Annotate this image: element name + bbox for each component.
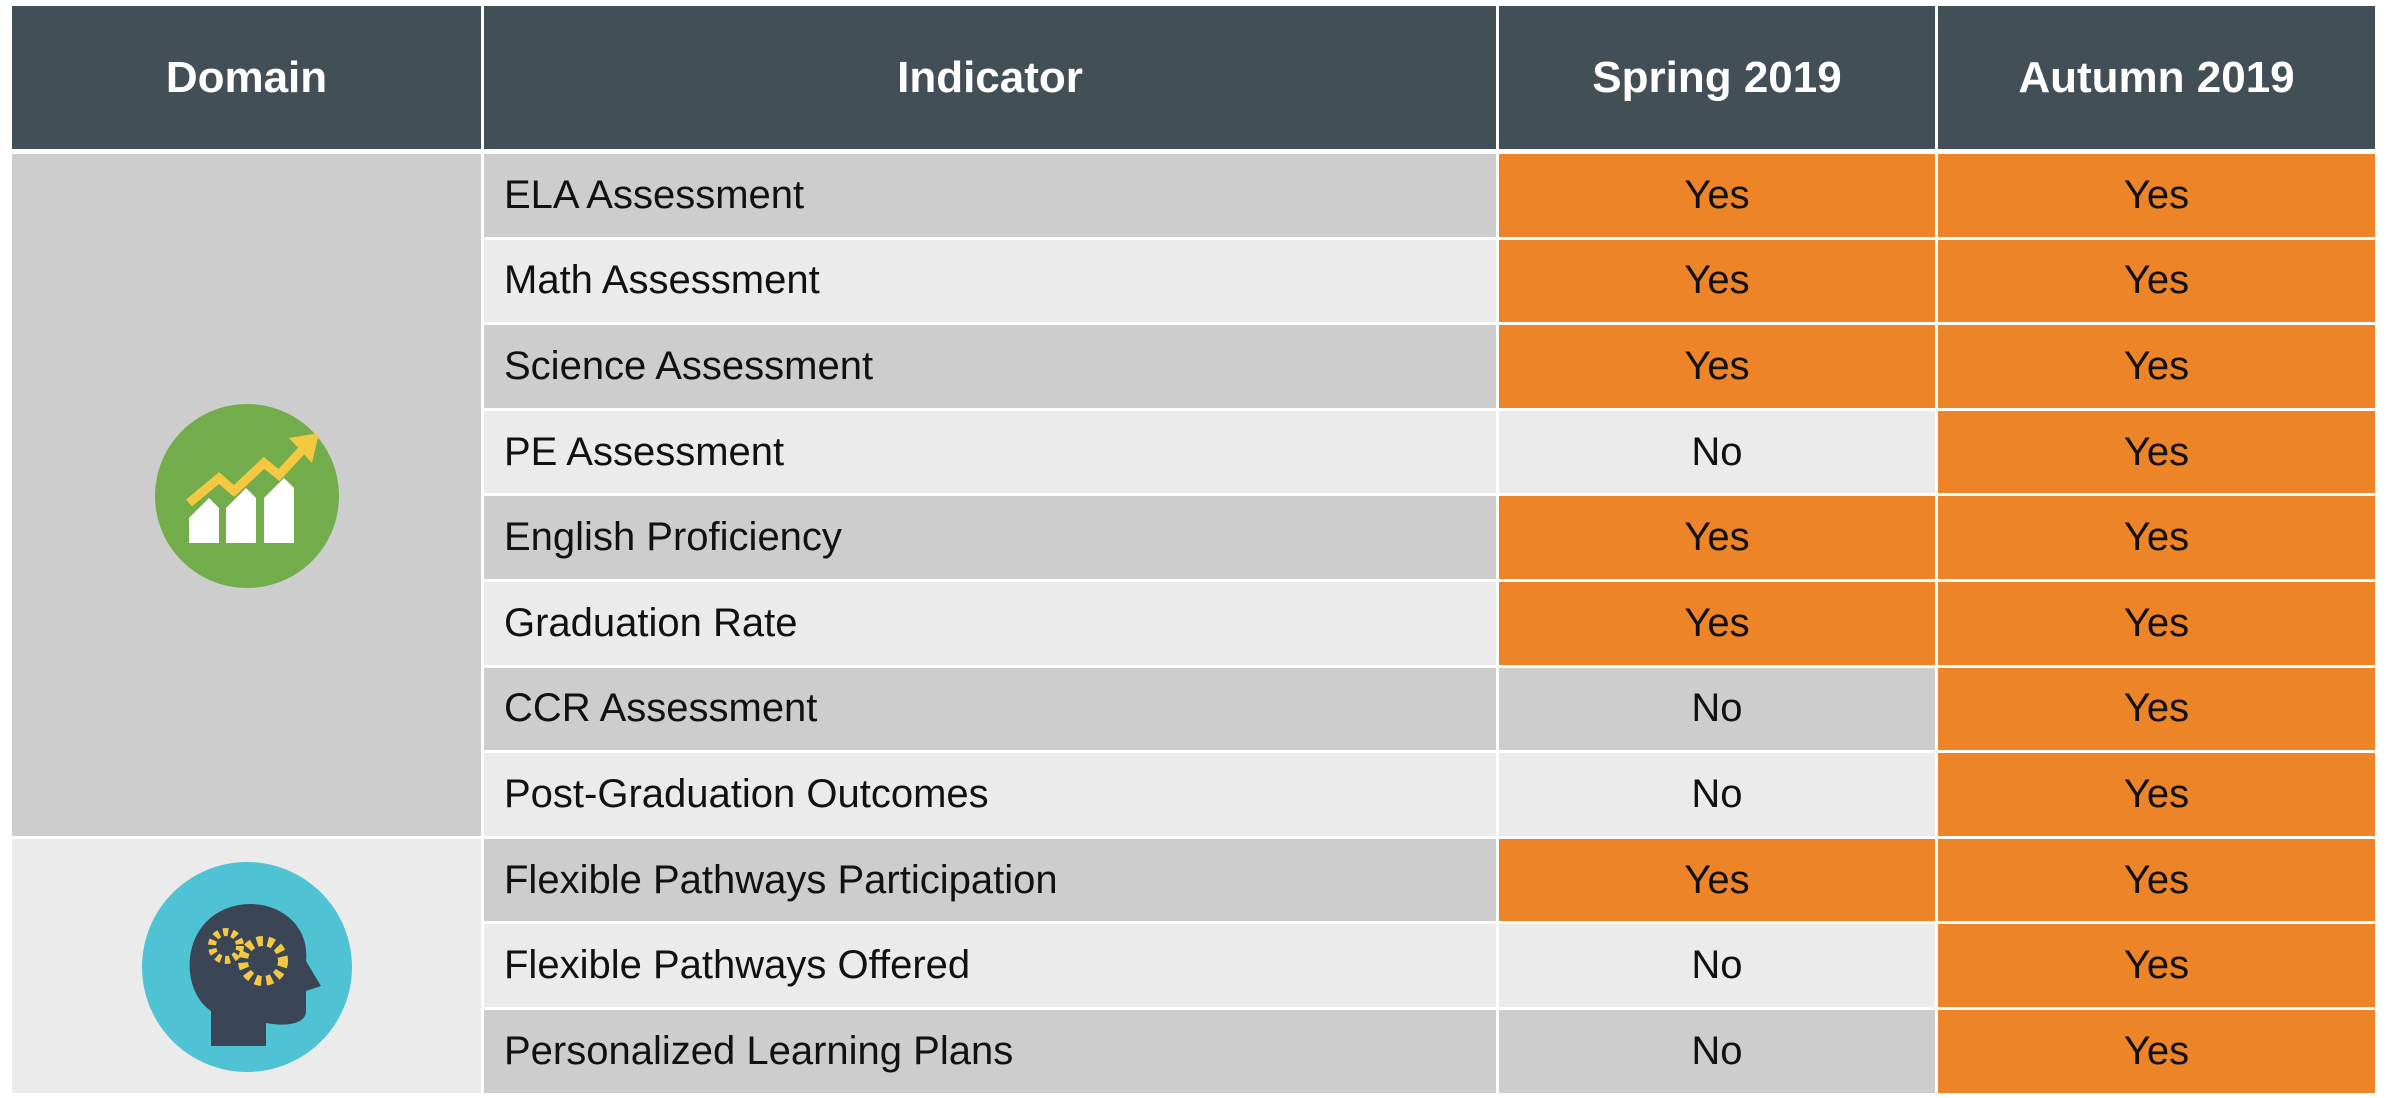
spring-cell: Yes (1499, 838, 1935, 922)
autumn-cell: Yes (1938, 1010, 2375, 1093)
indicator-cell: Personalized Learning Plans (484, 1010, 1496, 1093)
spring-cell: Yes (1499, 582, 1935, 665)
indicator-cell: Flexible Pathways Offered (484, 924, 1496, 1007)
indicator-cell: Post-Graduation Outcomes (484, 753, 1496, 836)
autumn-cell: Yes (1938, 753, 2375, 836)
indicator-cell: ELA Assessment (484, 154, 1496, 237)
column-header: Domain (12, 6, 481, 149)
autumn-cell: Yes (1938, 154, 2375, 237)
autumn-cell: Yes (1938, 496, 2375, 579)
autumn-cell: Yes (1938, 924, 2375, 1007)
indicator-cell: Flexible Pathways Participation (484, 838, 1496, 922)
spring-cell: Yes (1499, 325, 1935, 408)
spring-cell: No (1499, 667, 1935, 751)
autumn-cell: Yes (1938, 838, 2375, 922)
spring-cell: No (1499, 924, 1935, 1007)
spring-cell: Yes (1499, 154, 1935, 237)
column-header: Indicator (484, 6, 1496, 149)
spring-cell: No (1499, 410, 1935, 494)
indicator-cell: PE Assessment (484, 410, 1496, 494)
autumn-cell: Yes (1938, 410, 2375, 494)
autumn-cell: Yes (1938, 325, 2375, 408)
spring-cell: No (1499, 1010, 1935, 1093)
indicator-cell: Math Assessment (484, 239, 1496, 323)
spring-cell: Yes (1499, 496, 1935, 579)
spring-cell: Yes (1499, 239, 1935, 323)
indicator-cell: English Proficiency (484, 496, 1496, 579)
autumn-cell: Yes (1938, 582, 2375, 665)
indicator-cell: CCR Assessment (484, 667, 1496, 751)
autumn-cell: Yes (1938, 667, 2375, 751)
column-header: Spring 2019 (1499, 6, 1935, 149)
indicator-cell: Graduation Rate (484, 582, 1496, 665)
column-header: Autumn 2019 (1938, 6, 2375, 149)
spring-cell: No (1499, 753, 1935, 836)
indicator-cell: Science Assessment (484, 325, 1496, 408)
growth-mindset-icon (141, 862, 352, 1073)
performance-icon (154, 404, 339, 589)
autumn-cell: Yes (1938, 239, 2375, 323)
